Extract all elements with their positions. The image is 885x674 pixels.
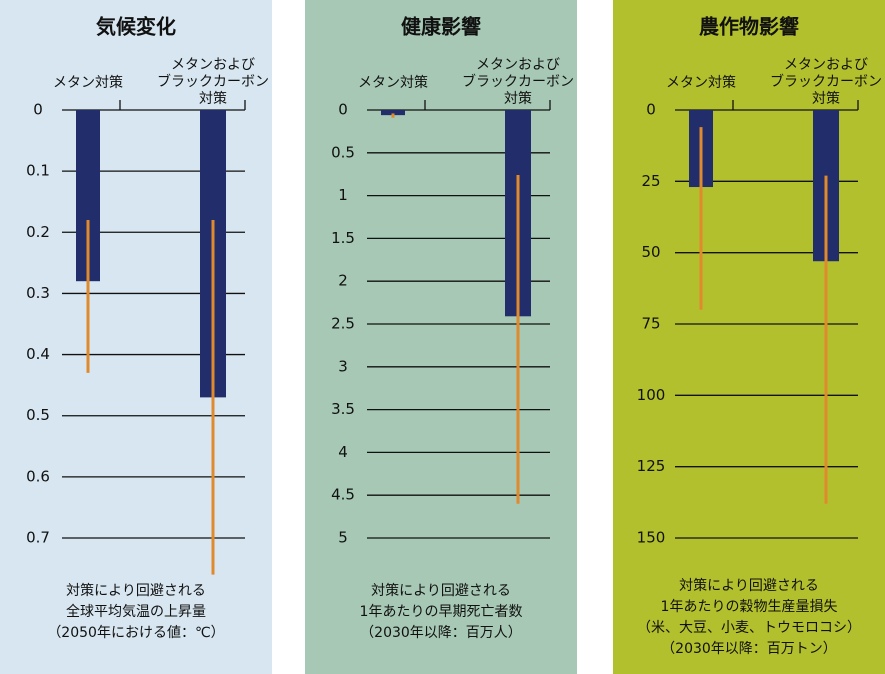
y-tick-label: 0.7 [26, 529, 50, 547]
axis-note: 対策により回避される [679, 577, 819, 594]
category-label: 対策 [812, 90, 840, 107]
y-tick-label: 4 [338, 443, 348, 461]
category-label: 対策 [199, 90, 227, 107]
axis-note: （2030年以降：百万トン） [661, 641, 837, 657]
category-label: メタンおよび [171, 57, 255, 73]
y-tick-label: 0.3 [26, 284, 50, 302]
y-tick-label: 4.5 [331, 486, 355, 504]
panel-background [305, 0, 577, 674]
axis-note: （米、大豆、小麦、トウモロコシ） [637, 620, 861, 636]
y-tick-label: 125 [637, 457, 666, 475]
category-label: メタン対策 [358, 74, 428, 91]
y-tick-label: 0 [33, 101, 43, 119]
axis-note: 全球平均気温の上昇量 [66, 603, 206, 620]
y-tick-label: 25 [641, 172, 660, 190]
y-tick-label: 75 [641, 315, 660, 333]
panel-background [613, 0, 885, 674]
category-label: メタンおよび [784, 57, 868, 73]
y-tick-label: 0.5 [26, 406, 50, 424]
y-tick-label: 3.5 [331, 400, 355, 418]
panel-background [0, 0, 272, 674]
axis-note: （2050年における値：℃） [47, 625, 224, 641]
y-tick-label: 0 [338, 101, 348, 119]
y-tick-label: 100 [637, 386, 666, 404]
y-tick-label: 0 [646, 101, 656, 119]
axis-note: 1年あたりの早期死亡者数 [360, 604, 523, 620]
y-tick-label: 2 [338, 272, 348, 290]
category-label: ブラックカーボン [157, 73, 269, 90]
panel-title: 気候変化 [96, 15, 176, 39]
panel-title: 健康影響 [401, 15, 481, 39]
category-label: メタン対策 [666, 74, 736, 91]
y-tick-label: 0.2 [26, 223, 50, 241]
axis-note: 対策により回避される [66, 582, 206, 599]
axis-note: 1年あたりの穀物生産量損失 [661, 599, 838, 615]
y-tick-label: 0.6 [26, 467, 50, 485]
category-label: ブラックカーボン [770, 73, 882, 90]
category-label: ブラックカーボン [462, 73, 574, 90]
axis-note: 対策により回避される [371, 582, 511, 599]
y-tick-label: 3 [338, 357, 348, 375]
y-tick-label: 1 [338, 186, 348, 204]
category-label: 対策 [504, 90, 532, 107]
y-tick-label: 0.1 [26, 162, 50, 180]
category-label: メタンおよび [476, 57, 560, 73]
y-tick-label: 1.5 [331, 229, 355, 247]
y-tick-label: 150 [637, 529, 666, 547]
bar [381, 110, 405, 116]
y-tick-label: 5 [338, 529, 348, 547]
category-label: メタン対策 [53, 74, 123, 91]
y-tick-label: 50 [641, 243, 660, 261]
y-tick-label: 0.5 [331, 143, 355, 161]
panel-title: 農作物影響 [699, 15, 799, 39]
axis-note: （2030年以降：百万人） [360, 625, 522, 641]
y-tick-label: 2.5 [331, 315, 355, 333]
y-tick-label: 0.4 [26, 345, 50, 363]
